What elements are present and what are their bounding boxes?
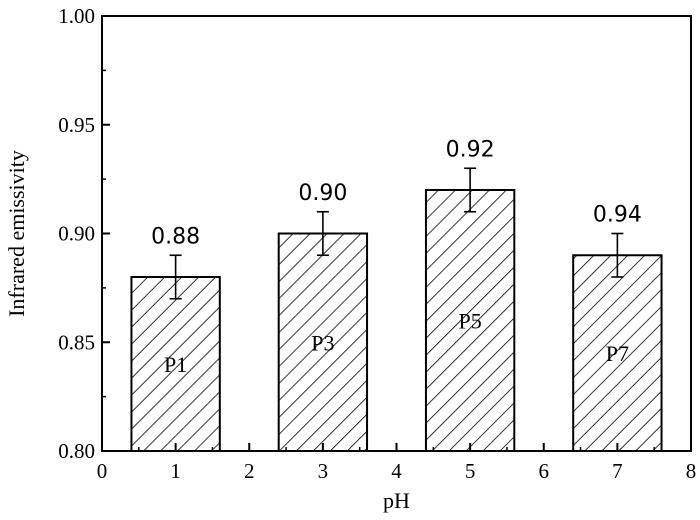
- x-axis-title: pH: [383, 488, 410, 513]
- data-label-p5: 0.92: [446, 137, 495, 162]
- bars-layer: 0.88 P1 0.90 P3 0.92 P5 0.94 P7: [130, 137, 663, 452]
- bar-name-p5: P5: [459, 309, 482, 334]
- y-tick-label: 0.80: [58, 439, 95, 463]
- x-tick-label: 6: [539, 459, 550, 483]
- bar-name-p3: P3: [311, 330, 334, 355]
- x-tick-label: 5: [465, 459, 476, 483]
- y-tick-label: 1.00: [58, 4, 95, 28]
- data-label-p3: 0.90: [298, 181, 347, 206]
- data-label-p7: 0.94: [593, 203, 642, 228]
- x-tick-label: 0: [97, 459, 108, 483]
- y-tick-label: 0.95: [58, 113, 95, 137]
- data-label-p1: 0.88: [151, 224, 200, 249]
- axes: 0 1 2 3 4 5 6 7 8 0.80 0.85 0.90 0.95 1.00: [58, 4, 696, 483]
- x-tick-label: 2: [244, 459, 255, 483]
- x-tick-label: 3: [318, 459, 329, 483]
- y-tick-label: 0.90: [58, 222, 95, 246]
- y-axis-title: Infrared emissivity: [4, 150, 29, 317]
- x-tick-label: 1: [170, 459, 181, 483]
- bar-name-p7: P7: [606, 341, 629, 366]
- x-tick-label: 8: [686, 459, 697, 483]
- x-tick-label: 4: [391, 459, 402, 483]
- bar-p5: [424, 189, 516, 452]
- bar-p1: [130, 276, 221, 452]
- x-tick-label: 7: [612, 459, 623, 483]
- bar-name-p1: P1: [164, 352, 187, 377]
- y-tick-label: 0.85: [58, 330, 95, 354]
